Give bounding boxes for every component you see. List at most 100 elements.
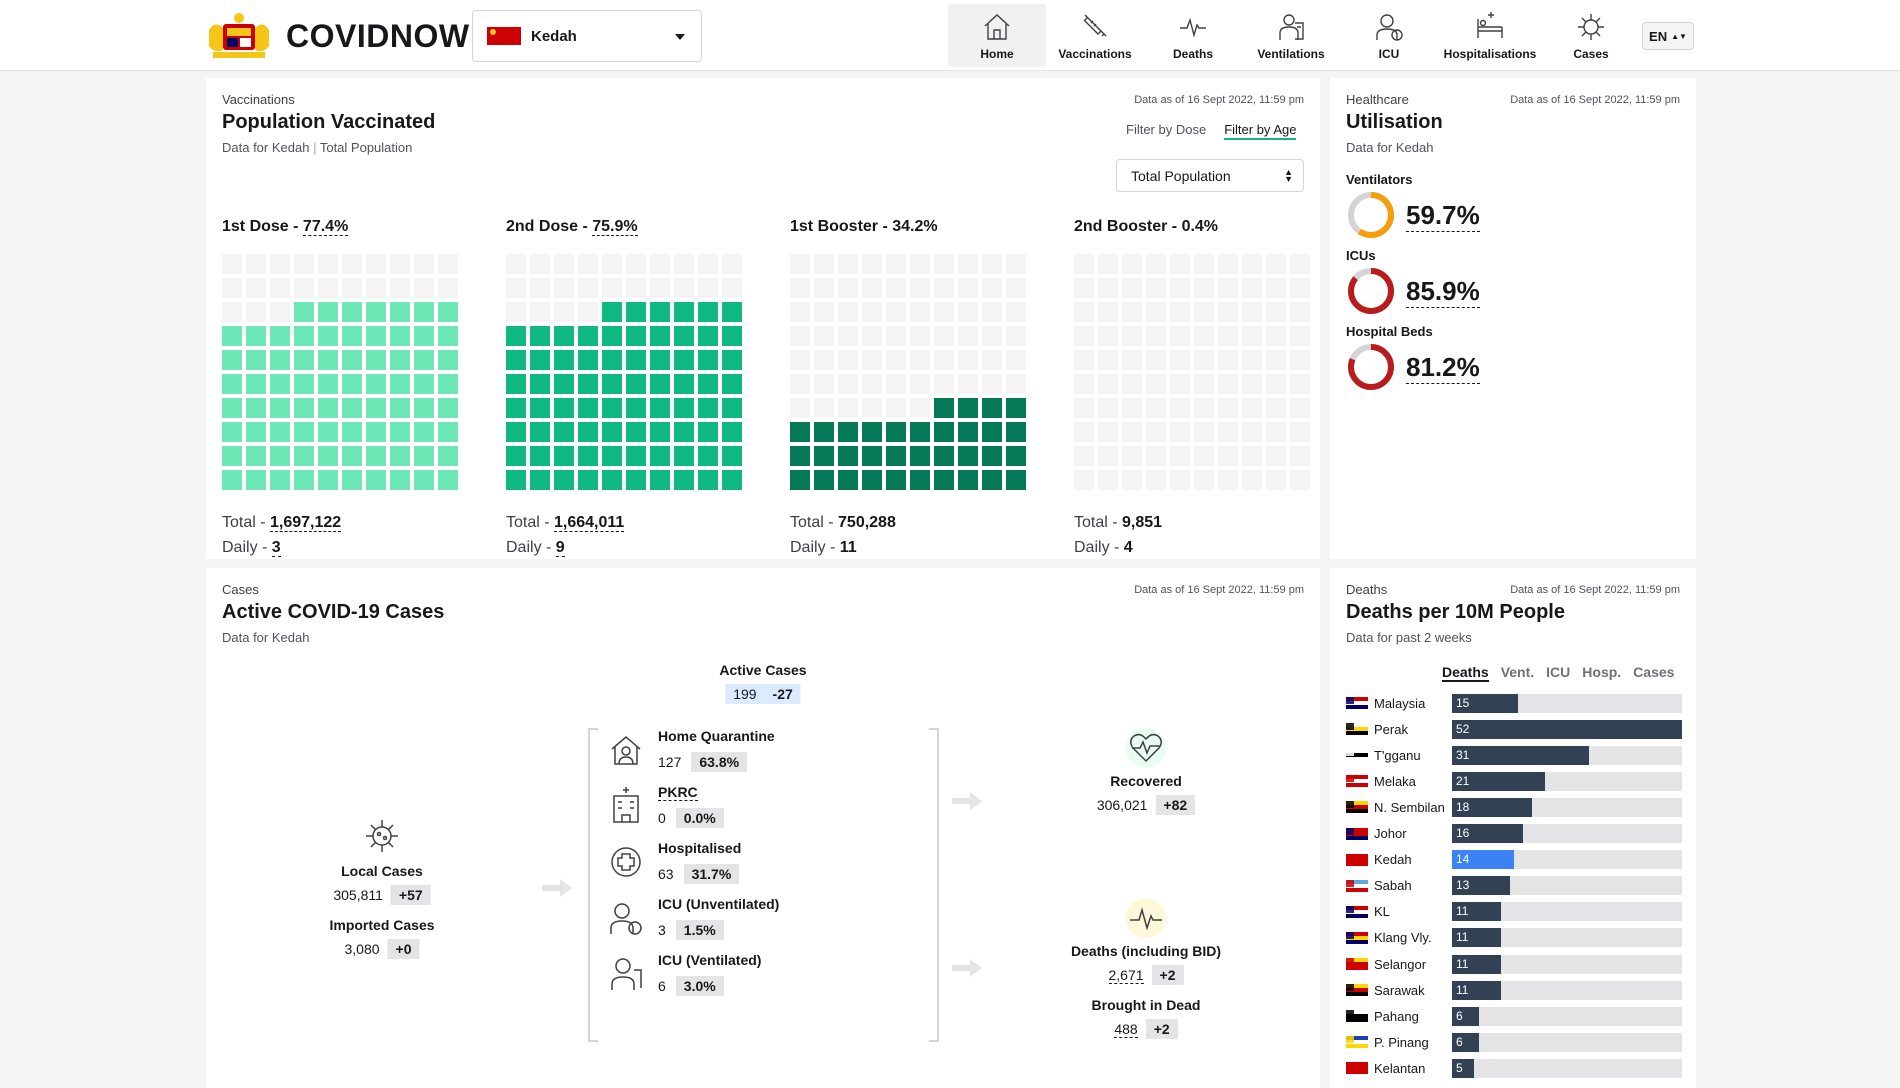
active-cases-card: Cases Active COVID-19 Cases Data for Ked…: [206, 568, 1320, 1088]
deaths-row[interactable]: Melaka 21: [1346, 768, 1696, 794]
waffle-cell: [1170, 350, 1190, 370]
deaths-bar-track: 11: [1452, 928, 1682, 948]
waffle-cell: [602, 278, 622, 298]
state-flag-icon: [1346, 775, 1368, 788]
nav-vaccinations[interactable]: Vaccinations: [1046, 4, 1144, 67]
population-select[interactable]: Total Population ▲ ▼: [1116, 159, 1304, 192]
waffle-cell: [1194, 422, 1214, 442]
waffle-cell: [578, 302, 598, 322]
waffle-cell: [814, 470, 834, 490]
deaths-row[interactable]: Klang Vly. 11: [1346, 925, 1696, 951]
deaths-row[interactable]: Kelantan 5: [1346, 1055, 1696, 1081]
waffle-cell: [958, 326, 978, 346]
waffle-cell: [366, 374, 386, 394]
waffle-cell: [958, 302, 978, 322]
waffle-cell: [934, 470, 954, 490]
dose-totals: Total - 1,697,122 Daily - 3: [222, 510, 454, 560]
waffle-cell: [838, 398, 858, 418]
deaths-row[interactable]: Johor 16: [1346, 821, 1696, 847]
nav-cases[interactable]: Cases: [1542, 4, 1640, 67]
waffle-cell: [1290, 350, 1310, 370]
waffle-cell: [390, 398, 410, 418]
nav-ventilations[interactable]: Ventilations: [1242, 4, 1340, 67]
deaths-bar-value: 15: [1456, 695, 1470, 710]
waffle-cell: [318, 302, 338, 322]
utilisation-subtitle: Data for Kedah: [1346, 140, 1434, 155]
dose-percent: 0.4%: [1181, 218, 1219, 235]
waffle-cell: [1242, 398, 1262, 418]
deaths-tab[interactable]: Cases: [1633, 664, 1675, 680]
waffle-cell: [342, 278, 362, 298]
pkrc-building-icon: [613, 787, 639, 823]
deaths-row[interactable]: Sarawak 11: [1346, 977, 1696, 1003]
deaths-bar: 11: [1452, 980, 1501, 1000]
deaths-row[interactable]: Kedah 14: [1346, 847, 1696, 873]
deaths-per-10m-card: Deaths Deaths per 10M People Data for pa…: [1330, 568, 1696, 1088]
nav-deaths[interactable]: Deaths: [1144, 4, 1242, 67]
waffle-cell: [1290, 422, 1310, 442]
waffle-cell: [982, 374, 1002, 394]
waffle-cell: [390, 350, 410, 370]
waffle-cell: [222, 302, 242, 322]
deaths-row[interactable]: T'gganu 31: [1346, 742, 1696, 768]
state-flag-icon: [1346, 749, 1368, 762]
waffle-cell: [294, 302, 314, 322]
waffle-cell: [1098, 422, 1118, 442]
dose-column: 1st Dose - 77.4% Total - 1,697,122 Daily -…: [222, 218, 458, 560]
waffle-cell: [626, 422, 646, 442]
waffle-cell: [246, 422, 266, 442]
dose-waffle-grid: [506, 254, 742, 490]
waffle-cell: [530, 302, 550, 322]
filter-by-age-tab[interactable]: Filter by Age: [1224, 122, 1297, 140]
language-select[interactable]: EN ▲▼: [1642, 22, 1694, 50]
waffle-cell: [1098, 254, 1118, 274]
waffle-cell: [814, 326, 834, 346]
deaths-row[interactable]: Malaysia 15: [1346, 690, 1696, 716]
deaths-tab[interactable]: Deaths: [1442, 664, 1489, 682]
deaths-row-state: N. Sembilan: [1374, 799, 1445, 815]
waffle-cell: [222, 350, 242, 370]
deaths-bar: 11: [1452, 902, 1501, 922]
recovered-delta: +82: [1155, 795, 1196, 815]
waffle-cell: [530, 326, 550, 346]
deaths-row[interactable]: Pahang 6: [1346, 1003, 1696, 1029]
waffle-cell: [246, 374, 266, 394]
deaths-tab[interactable]: ICU: [1546, 664, 1571, 680]
waffle-cell: [414, 446, 434, 466]
nav-icu[interactable]: ICU: [1340, 4, 1438, 67]
waffle-cell: [982, 470, 1002, 490]
waffle-cell: [270, 326, 290, 346]
state-selector[interactable]: Kedah: [472, 10, 702, 62]
deaths-row[interactable]: N. Sembilan 18: [1346, 794, 1696, 820]
state-flag-icon: [1346, 984, 1368, 997]
waffle-cell: [294, 422, 314, 442]
waffle-cell: [270, 398, 290, 418]
nav-hospitalisations-label: Hospitalisations: [1443, 47, 1537, 61]
state-flag-icon: [1346, 827, 1368, 840]
state-flag-icon: [1346, 905, 1368, 918]
deaths-tab[interactable]: Vent.: [1500, 664, 1535, 680]
nav-home[interactable]: Home: [948, 4, 1046, 67]
waffle-cell: [246, 398, 266, 418]
deaths-row[interactable]: Sabah 13: [1346, 873, 1696, 899]
waffle-cell: [554, 470, 574, 490]
deaths-tab[interactable]: Hosp.: [1582, 664, 1622, 680]
deaths-row[interactable]: KL 11: [1346, 899, 1696, 925]
malaysia-coat-of-arms-logo[interactable]: [205, 10, 273, 60]
case-category-percent: 0.0%: [675, 808, 724, 828]
waffle-cell: [390, 470, 410, 490]
deaths-bar-track: 52: [1452, 719, 1682, 739]
case-category-value: 127: [658, 754, 682, 770]
deaths-row[interactable]: Perak 52: [1346, 716, 1696, 742]
deaths-bar-value: 21: [1456, 773, 1470, 788]
case-category-value: 0: [658, 810, 666, 826]
brand-title[interactable]: COVIDNOW: [286, 18, 470, 54]
waffle-cell: [790, 398, 810, 418]
waffle-cell: [222, 254, 242, 274]
nav-hospitalisations[interactable]: Hospitalisations: [1438, 4, 1542, 67]
deaths-row[interactable]: Selangor 11: [1346, 951, 1696, 977]
waffle-cell: [674, 470, 694, 490]
waffle-cell: [626, 374, 646, 394]
deaths-row[interactable]: P. Pinang 6: [1346, 1029, 1696, 1055]
filter-by-dose-tab[interactable]: Filter by Dose: [1126, 122, 1207, 137]
